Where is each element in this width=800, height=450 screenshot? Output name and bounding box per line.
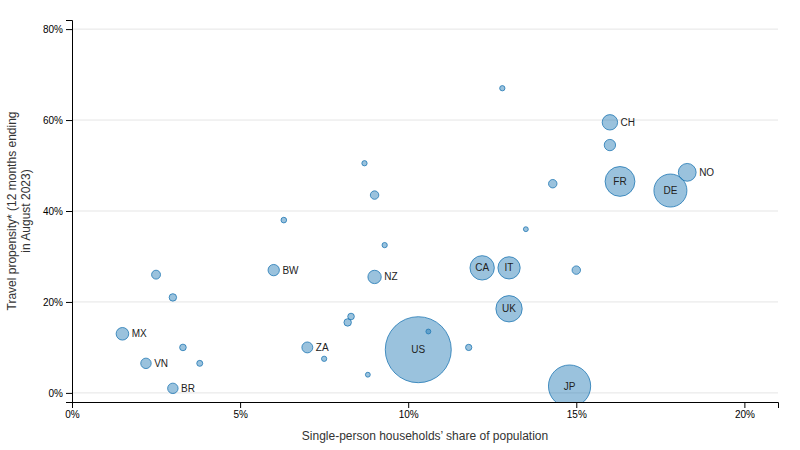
y-grid-line	[72, 301, 778, 302]
bubble	[470, 256, 494, 280]
bubble	[500, 86, 505, 91]
chart-container: 0% 5% 10% 15% 20% 0% 20% 40% 60% 80% Single-person…	[0, 0, 800, 450]
x-axis: 0% 5% 10% 15% 20%	[65, 402, 778, 420]
x-tick-mark	[744, 402, 745, 408]
x-tick: 10%	[399, 402, 419, 420]
bubble	[362, 161, 367, 166]
bubble	[141, 358, 151, 368]
grid	[72, 29, 778, 393]
x-tick-mark	[576, 402, 577, 408]
bubble-label: BW	[282, 265, 299, 276]
bubble	[152, 270, 161, 279]
bubble	[365, 372, 370, 377]
x-tick-label: 5%	[233, 409, 248, 420]
bubble	[426, 329, 431, 334]
bubble	[548, 365, 590, 402]
bubble	[678, 163, 696, 181]
bubble-label: UK	[502, 303, 516, 314]
bubble	[382, 242, 387, 247]
bubble-label: NZ	[384, 271, 397, 282]
y-tick: 40%	[43, 206, 72, 217]
y-grid-line	[72, 29, 778, 30]
y-tick-mark	[66, 302, 72, 303]
y-tick-mark	[66, 29, 72, 30]
bubble	[523, 227, 528, 232]
bubble-label: VN	[154, 358, 168, 369]
x-tick-label: 0%	[65, 409, 80, 420]
x-tick-label: 15%	[567, 409, 587, 420]
bubble-label: DE	[663, 185, 677, 196]
bubble	[302, 342, 313, 353]
bubble	[370, 191, 378, 199]
bubble	[385, 317, 451, 383]
bubble-label: CA	[475, 262, 489, 273]
x-tick: 15%	[567, 402, 587, 420]
x-tick-mark	[240, 402, 241, 408]
y-tick-label: 60%	[43, 115, 63, 126]
x-tick-mark	[408, 402, 409, 408]
bubble	[322, 356, 327, 361]
y-tick: 20%	[43, 297, 72, 308]
y-axis: 0% 20% 40% 60% 80%	[43, 21, 73, 403]
bubble-label: JP	[564, 381, 576, 392]
y-grid-line	[72, 392, 778, 393]
y-tick-label: 0%	[49, 388, 64, 399]
bubble	[368, 270, 381, 283]
x-axis-line	[73, 403, 779, 409]
bubble-label: IT	[505, 262, 514, 273]
bubble-label: NO	[699, 167, 714, 178]
bubble	[281, 217, 287, 223]
y-tick-label: 20%	[43, 297, 63, 308]
y-axis-title-line: in August 2023)	[19, 169, 33, 252]
chart-svg: 0% 5% 10% 15% 20% 0% 20% 40% 60% 80% Single-person…	[0, 0, 800, 450]
x-tick: 0%	[65, 402, 80, 420]
x-tick-label: 20%	[735, 409, 755, 420]
bubble	[168, 383, 178, 393]
bubble	[116, 327, 129, 340]
y-tick: 80%	[43, 24, 72, 35]
y-grid-line	[72, 120, 778, 121]
bubble	[268, 264, 279, 275]
x-tick: 20%	[735, 402, 755, 420]
y-axis-title: Travel propensity* (12 months endingin A…	[5, 112, 33, 311]
y-tick-mark	[66, 211, 72, 212]
bubble-label: MX	[132, 328, 147, 339]
y-tick: 60%	[43, 115, 72, 126]
y-grid-line	[72, 211, 778, 212]
y-tick: 0%	[49, 388, 72, 399]
bubble	[604, 139, 615, 150]
bubble	[169, 294, 176, 301]
y-tick-label: 80%	[43, 24, 63, 35]
x-tick: 5%	[233, 402, 248, 420]
bubble-label: BR	[181, 383, 195, 394]
bubble-labels: MX VN BR BW ZA NZ US CA IT UK JP CH FR DE NO	[132, 117, 715, 394]
bubble	[197, 360, 203, 366]
bubble-label: ZA	[316, 342, 329, 353]
bubble	[605, 167, 635, 197]
bubbles	[116, 86, 696, 402]
bubble	[498, 257, 520, 279]
bubble	[549, 179, 557, 187]
x-axis-title: Single-person households’ share of popul…	[302, 429, 548, 443]
bubble	[348, 313, 355, 320]
y-tick-label: 40%	[43, 206, 63, 217]
bubble-label: CH	[621, 117, 635, 128]
bubble-label: FR	[613, 176, 626, 187]
y-tick-mark	[66, 393, 72, 394]
y-axis-line	[66, 21, 73, 403]
bubble	[466, 344, 472, 350]
bubble-label: US	[411, 344, 425, 355]
bubble	[602, 115, 617, 130]
x-tick-label: 10%	[399, 409, 419, 420]
y-tick-mark	[66, 120, 72, 121]
bubble	[572, 266, 580, 274]
bubble	[180, 344, 187, 351]
bubble	[496, 296, 522, 322]
y-axis-title-line: Travel propensity* (12 months ending	[5, 112, 19, 311]
